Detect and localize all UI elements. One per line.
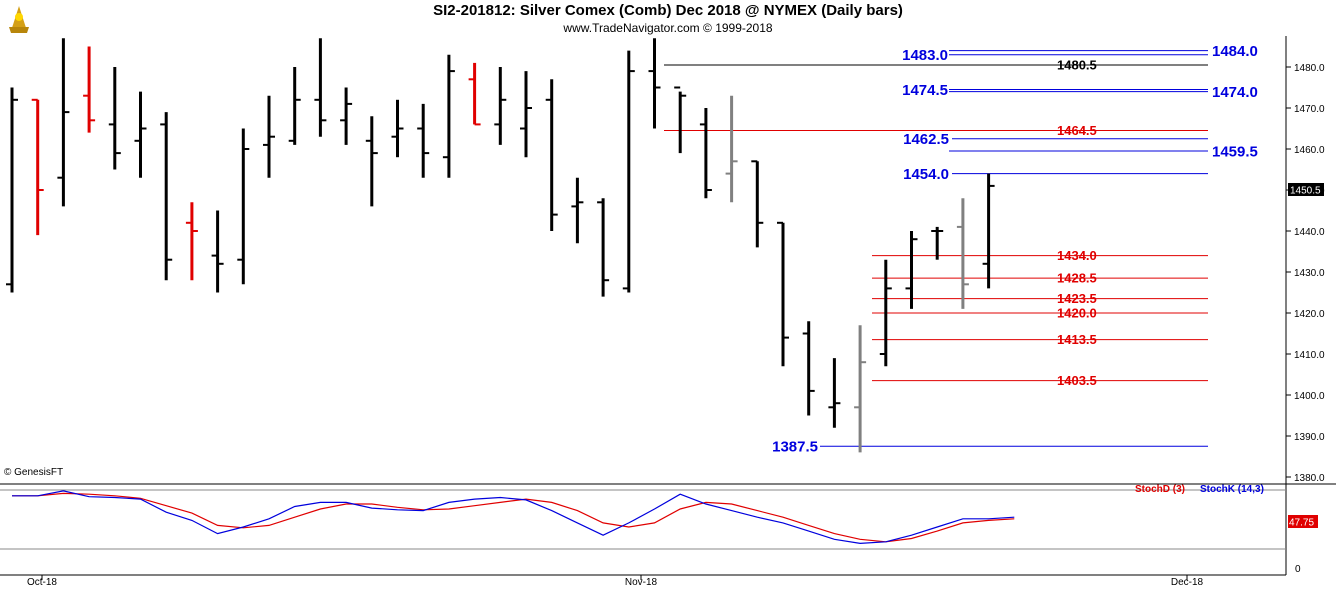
ohlc-bar — [185, 202, 198, 281]
ohlc-bar — [777, 221, 789, 367]
y-tick-label: 1440.0 — [1294, 227, 1325, 238]
y-tick-label: 1470.0 — [1294, 104, 1325, 115]
level-label: 1454.0 — [903, 166, 949, 183]
stoch-d-label: StochD (3) — [1135, 484, 1185, 495]
ohlc-bar — [160, 112, 173, 281]
level-label: 1474.5 — [902, 82, 948, 99]
ohlc-bar — [494, 67, 507, 145]
x-tick-label: Oct-18 — [27, 577, 57, 588]
ohlc-bar — [57, 38, 70, 207]
ohlc-bar — [365, 116, 378, 207]
last-price-box — [1288, 183, 1324, 196]
x-tick-label: Nov-18 — [625, 577, 658, 588]
x-axis-ticks: Oct-18 Nov-18 Dec-18 — [27, 575, 1204, 588]
level-label: 1459.5 — [1212, 143, 1258, 160]
y-tick-label: 1390.0 — [1294, 432, 1325, 443]
ohlc-bar — [417, 103, 430, 178]
ohlc-bar — [314, 38, 327, 137]
stoch-last-value-box — [1288, 515, 1318, 528]
stoch-k-line — [12, 490, 1015, 545]
chart-subtitle: www.TradeNavigator.com © 1999-2018 — [563, 21, 773, 35]
ohlc-bar — [442, 54, 455, 178]
ohlc-bar — [6, 87, 18, 293]
x-tick-label: Dec-18 — [1171, 577, 1204, 588]
stoch-d-line — [12, 492, 1015, 543]
ohlc-bar — [905, 231, 918, 309]
level-label: 1387.5 — [772, 439, 818, 456]
level-label: 1480.5 — [1057, 58, 1097, 73]
level-label: 1462.5 — [903, 131, 949, 148]
ohlc-bar — [134, 91, 147, 178]
ohlc-bar — [674, 86, 687, 154]
y-tick-label: 1410.0 — [1294, 350, 1325, 361]
level-label: 1420.0 — [1057, 306, 1097, 321]
stochastic-panel: StochD (3) StochK (14,3) 47.75 0 — [12, 484, 1318, 575]
ohlc-bar — [520, 71, 532, 158]
level-label: 1413.5 — [1057, 332, 1097, 347]
ohlc-bar — [699, 108, 712, 199]
ohlc-bar — [108, 67, 121, 170]
level-lines: 1484.0 1483.0 1480.5 1474.5 1474.0 1464.5 1462… — [664, 43, 1258, 456]
ohlc-bar — [854, 325, 867, 453]
ohlc-bar — [263, 95, 275, 178]
level-label: 1483.0 — [902, 47, 948, 64]
last-price-label: 1450.5 — [1290, 186, 1321, 197]
ohlc-bar — [725, 95, 738, 203]
ohlc-bars — [6, 38, 995, 453]
level-label: 1474.0 — [1212, 84, 1258, 101]
y-tick-label: 1460.0 — [1294, 145, 1325, 156]
ohlc-bar — [468, 62, 481, 126]
level-label: 1403.5 — [1057, 373, 1097, 388]
ohlc-bar — [597, 198, 610, 297]
ohlc-bar — [31, 98, 44, 236]
ohlc-bar — [879, 259, 892, 367]
ohlc-bar — [391, 99, 404, 158]
stoch-k-label: StochK (14,3) — [1200, 484, 1264, 495]
ohlc-bar — [571, 177, 584, 244]
y-tick-label: 1400.0 — [1294, 391, 1325, 402]
level-label: 1464.5 — [1057, 123, 1097, 138]
ohlc-bar — [982, 173, 995, 289]
stoch-zero-tick: 0 — [1295, 564, 1301, 575]
ohlc-bar — [340, 87, 353, 145]
level-label: 1423.5 — [1057, 291, 1097, 306]
ohlc-bar — [648, 38, 661, 129]
level-label: 1434.0 — [1057, 248, 1097, 263]
stoch-last-value: 47.75 — [1289, 518, 1314, 529]
ohlc-bar — [802, 321, 815, 416]
ohlc-bar — [288, 67, 301, 145]
ohlc-bar — [211, 210, 224, 293]
ohlc-bar — [545, 79, 558, 231]
y-tick-label: 1480.0 — [1294, 63, 1325, 74]
ohlc-bar — [931, 226, 944, 260]
y-tick-label: 1380.0 — [1294, 473, 1325, 484]
ohlc-bar — [83, 46, 96, 133]
ohlc-bar — [622, 50, 635, 293]
ohlc-bar — [237, 128, 250, 285]
y-tick-label: 1430.0 — [1294, 268, 1325, 279]
ohlc-bar — [828, 358, 841, 428]
chart-title: SI2-201812: Silver Comex (Comb) Dec 2018… — [433, 2, 903, 19]
ohlc-bar — [751, 160, 764, 248]
genesis-copyright: © GenesisFT — [4, 467, 64, 478]
trade-navigator-logo — [3, 3, 35, 35]
level-label: 1428.5 — [1057, 271, 1097, 286]
y-axis-ticks: 1380.0 1390.0 1400.0 1410.0 1420.0 1430.0 1440… — [1286, 63, 1325, 484]
ohlc-bar — [956, 198, 969, 309]
y-tick-label: 1420.0 — [1294, 309, 1325, 320]
level-label: 1484.0 — [1212, 43, 1258, 60]
last-price-marker: 1450.5 — [1288, 183, 1324, 197]
